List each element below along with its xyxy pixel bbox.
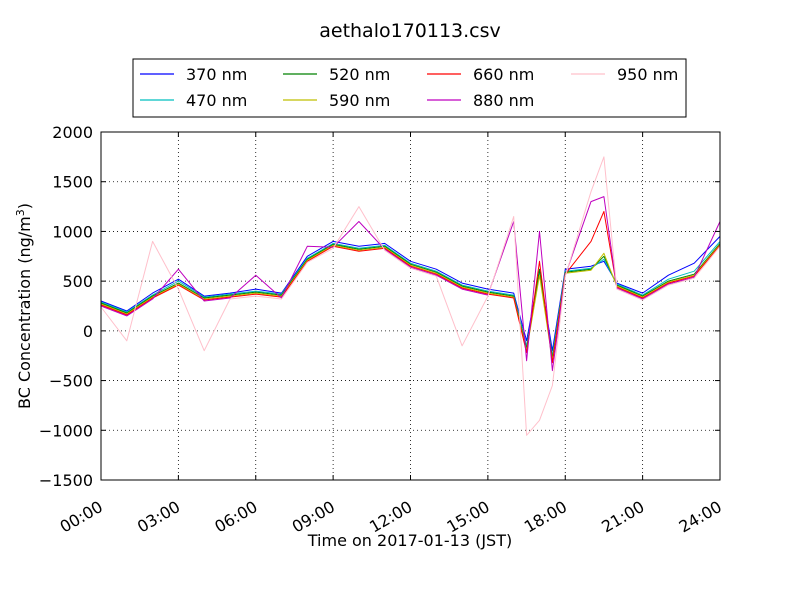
legend-label: 520 nm (329, 65, 390, 84)
legend-item: 950 nm (571, 65, 678, 84)
legend-item: 880 nm (427, 91, 534, 110)
grid (101, 132, 720, 480)
series-line (100, 156, 721, 436)
series-line (100, 241, 721, 357)
x-axis-title: Time on 2017-01-13 (JST) (307, 531, 512, 550)
legend-item: 370 nm (140, 65, 247, 84)
series-line (100, 196, 721, 372)
axis-ticks (100, 131, 721, 481)
legend: 370 nm 470 nm 520 nm 590 nm 660 nm 880 nm 950 … (132, 58, 687, 118)
y-tick-label: −500 (49, 372, 93, 391)
y-axis-tick-labels: −1500 −1000 −500 0 500 1000 1500 2000 (39, 123, 93, 490)
legend-label: 370 nm (186, 65, 247, 84)
legend-label: 660 nm (473, 65, 534, 84)
y-tick-label: 0 (83, 322, 93, 341)
series-lines (100, 156, 721, 436)
legend-label: 950 nm (617, 65, 678, 84)
legend-item: 590 nm (283, 91, 390, 110)
legend-item: 660 nm (427, 65, 534, 84)
y-tick-label: 2000 (52, 123, 93, 142)
x-tick-label: 21:00 (598, 497, 647, 537)
x-tick-label: 24:00 (676, 497, 725, 537)
legend-item: 470 nm (140, 91, 247, 110)
series-line (100, 244, 721, 362)
y-axis-title-main: BC Concentration (ng/m (15, 216, 34, 409)
legend-label: 590 nm (329, 91, 390, 110)
y-tick-label: 1000 (52, 222, 93, 241)
chart-title: aethalo170113.csv (319, 20, 501, 42)
legend-frame (132, 58, 687, 118)
y-axis-title-close: ) (15, 203, 34, 209)
y-axis-title: BC Concentration (ng/m3) (14, 203, 35, 409)
legend-label: 470 nm (186, 91, 247, 110)
y-tick-label: 1500 (52, 173, 93, 192)
x-tick-label: 03:00 (134, 497, 183, 537)
y-tick-label: −1000 (39, 421, 93, 440)
x-tick-label: 06:00 (211, 497, 260, 537)
series-line (100, 211, 721, 364)
y-tick-label: 500 (62, 272, 93, 291)
y-axis-title-superscript: 3 (14, 209, 27, 216)
legend-label: 880 nm (473, 91, 534, 110)
x-tick-label: 00:00 (57, 497, 106, 537)
legend-item: 520 nm (283, 65, 390, 84)
x-tick-label: 18:00 (521, 497, 570, 537)
y-tick-label: −1500 (39, 471, 93, 490)
